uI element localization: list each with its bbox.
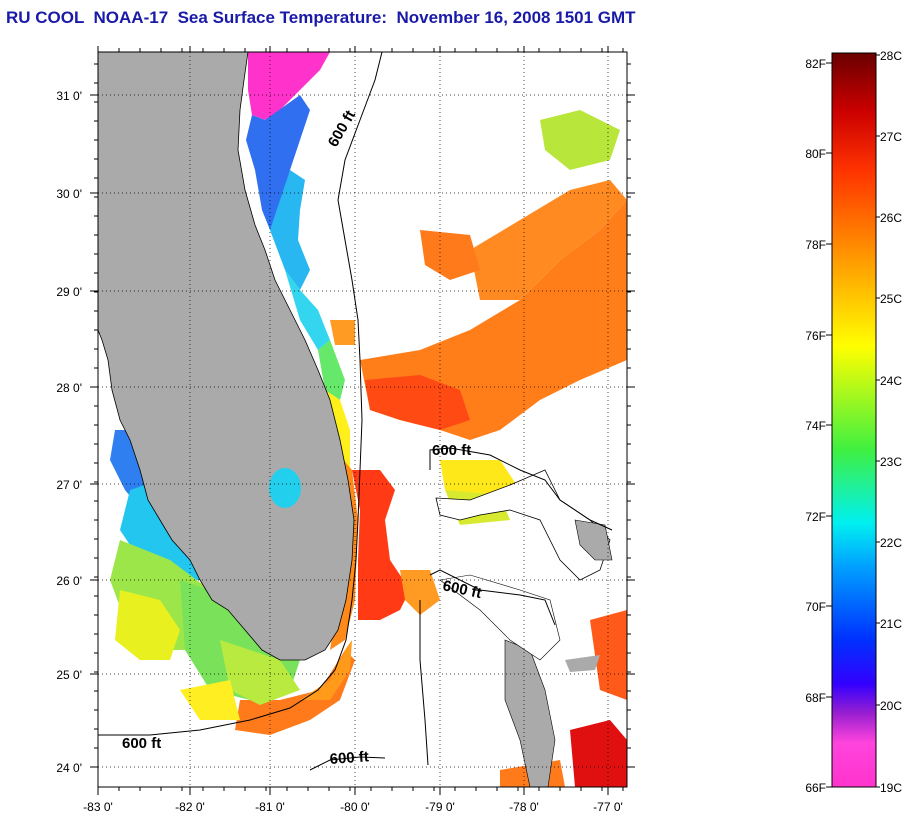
plot-area: 600 ft 600 ft 600 ft 600 ft 600 ft: [98, 52, 627, 787]
y-tick-label: 27 0': [56, 478, 82, 492]
colorbar-f-label: 72F: [805, 510, 826, 524]
colorbar-f-label: 80F: [805, 147, 826, 161]
contour-600ft: [309, 756, 386, 771]
x-tick-label: -79 0': [425, 800, 455, 814]
sst-patch: [352, 470, 410, 620]
florida-land: [98, 52, 355, 661]
sst-patch: [285, 270, 330, 350]
bahamas-bank: [435, 469, 611, 581]
colorbar-c-label: 28C: [880, 49, 902, 63]
y-tick-label: 31 0': [56, 89, 82, 103]
sst-patch: [180, 680, 240, 720]
contour-label: 600 ft: [122, 735, 161, 752]
sst-patch: [246, 95, 310, 230]
y-tick-label: 30 0': [56, 187, 82, 201]
sst-patch: [318, 340, 345, 400]
sst-patch: [115, 590, 180, 660]
x-tick-label: -77 0': [593, 800, 623, 814]
colorbar-c-label: 22C: [880, 536, 902, 550]
x-axis: -83 0' -82 0' -81 0' -80 0' -79 0' -78 0…: [83, 800, 623, 814]
x-tick-label: -81 0': [255, 800, 285, 814]
colorbar-f-label: 74F: [805, 419, 826, 433]
contour-600ft: [429, 569, 556, 626]
x-tick-label: -80 0': [340, 800, 370, 814]
colorbar-c-label: 27C: [880, 130, 902, 144]
contour-lines: [98, 52, 613, 771]
colorbar-f-label: 70F: [805, 600, 826, 614]
colorbar-c-label: 21C: [880, 617, 902, 631]
sst-patch: [590, 610, 627, 700]
plot-frame: [97, 51, 628, 788]
contour-label: 600 ft: [432, 442, 471, 459]
contour-label: 600 ft: [329, 748, 369, 768]
colorbar-gradient: [831, 52, 877, 788]
contour-600ft: [98, 52, 383, 736]
andros-island: [504, 639, 556, 787]
contour-600ft: [429, 447, 613, 531]
colorbar-c-label: 25C: [880, 292, 902, 306]
y-tick-label: 29 0': [56, 285, 82, 299]
tick-marks: [90, 46, 635, 795]
sst-patch: [400, 570, 440, 615]
y-tick-label: 26 0': [56, 574, 82, 588]
sst-patch: [420, 230, 480, 280]
colorbar-c-label: 23C: [880, 455, 902, 469]
sst-patch: [300, 640, 352, 700]
colorbar: 82F 80F 78F 76F 74F 72F 70F 68F 66F 28C …: [805, 49, 902, 795]
sst-patch: [570, 720, 627, 787]
sst-patch: [540, 110, 620, 170]
colorbar-ticks: [826, 54, 880, 788]
colorbar-f-label: 78F: [805, 238, 826, 252]
y-tick-label: 28 0': [56, 381, 82, 395]
sst-patch: [365, 375, 470, 430]
contour-600ft: [419, 600, 429, 766]
bahamas-islet: [565, 655, 600, 672]
y-tick-label: 24 0': [56, 761, 82, 775]
colorbar-f-label: 66F: [805, 781, 826, 795]
colorbar-c-label: 24C: [880, 374, 902, 388]
sst-patch: [270, 170, 310, 290]
map-title: RU COOL NOAA-17 Sea Surface Temperature:…: [6, 8, 636, 27]
grid-lines: [98, 52, 627, 787]
sst-patch: [248, 52, 330, 120]
colorbar-f-label: 82F: [805, 57, 826, 71]
x-tick-label: -78 0': [509, 800, 539, 814]
x-tick-label: -83 0': [83, 800, 113, 814]
colorbar-c-label: 26C: [880, 211, 902, 225]
colorbar-f-label: 76F: [805, 329, 826, 343]
sst-patch: [220, 640, 300, 705]
lake-okeechobee: [269, 468, 301, 508]
y-axis: 24 0' 25 0' 26 0' 27 0' 28 0' 29 0' 30 0…: [56, 89, 82, 775]
colorbar-c-label: 20C: [880, 699, 902, 713]
sst-patch: [470, 180, 627, 300]
colorbar-c-label: 19C: [880, 781, 902, 795]
y-tick-label: 25 0': [56, 668, 82, 682]
sst-patch: [235, 650, 355, 735]
sst-patch: [330, 320, 355, 345]
gulf-coast-land: [98, 270, 112, 305]
x-tick-label: -82 0': [175, 800, 205, 814]
colorbar-f-label: 68F: [805, 691, 826, 705]
